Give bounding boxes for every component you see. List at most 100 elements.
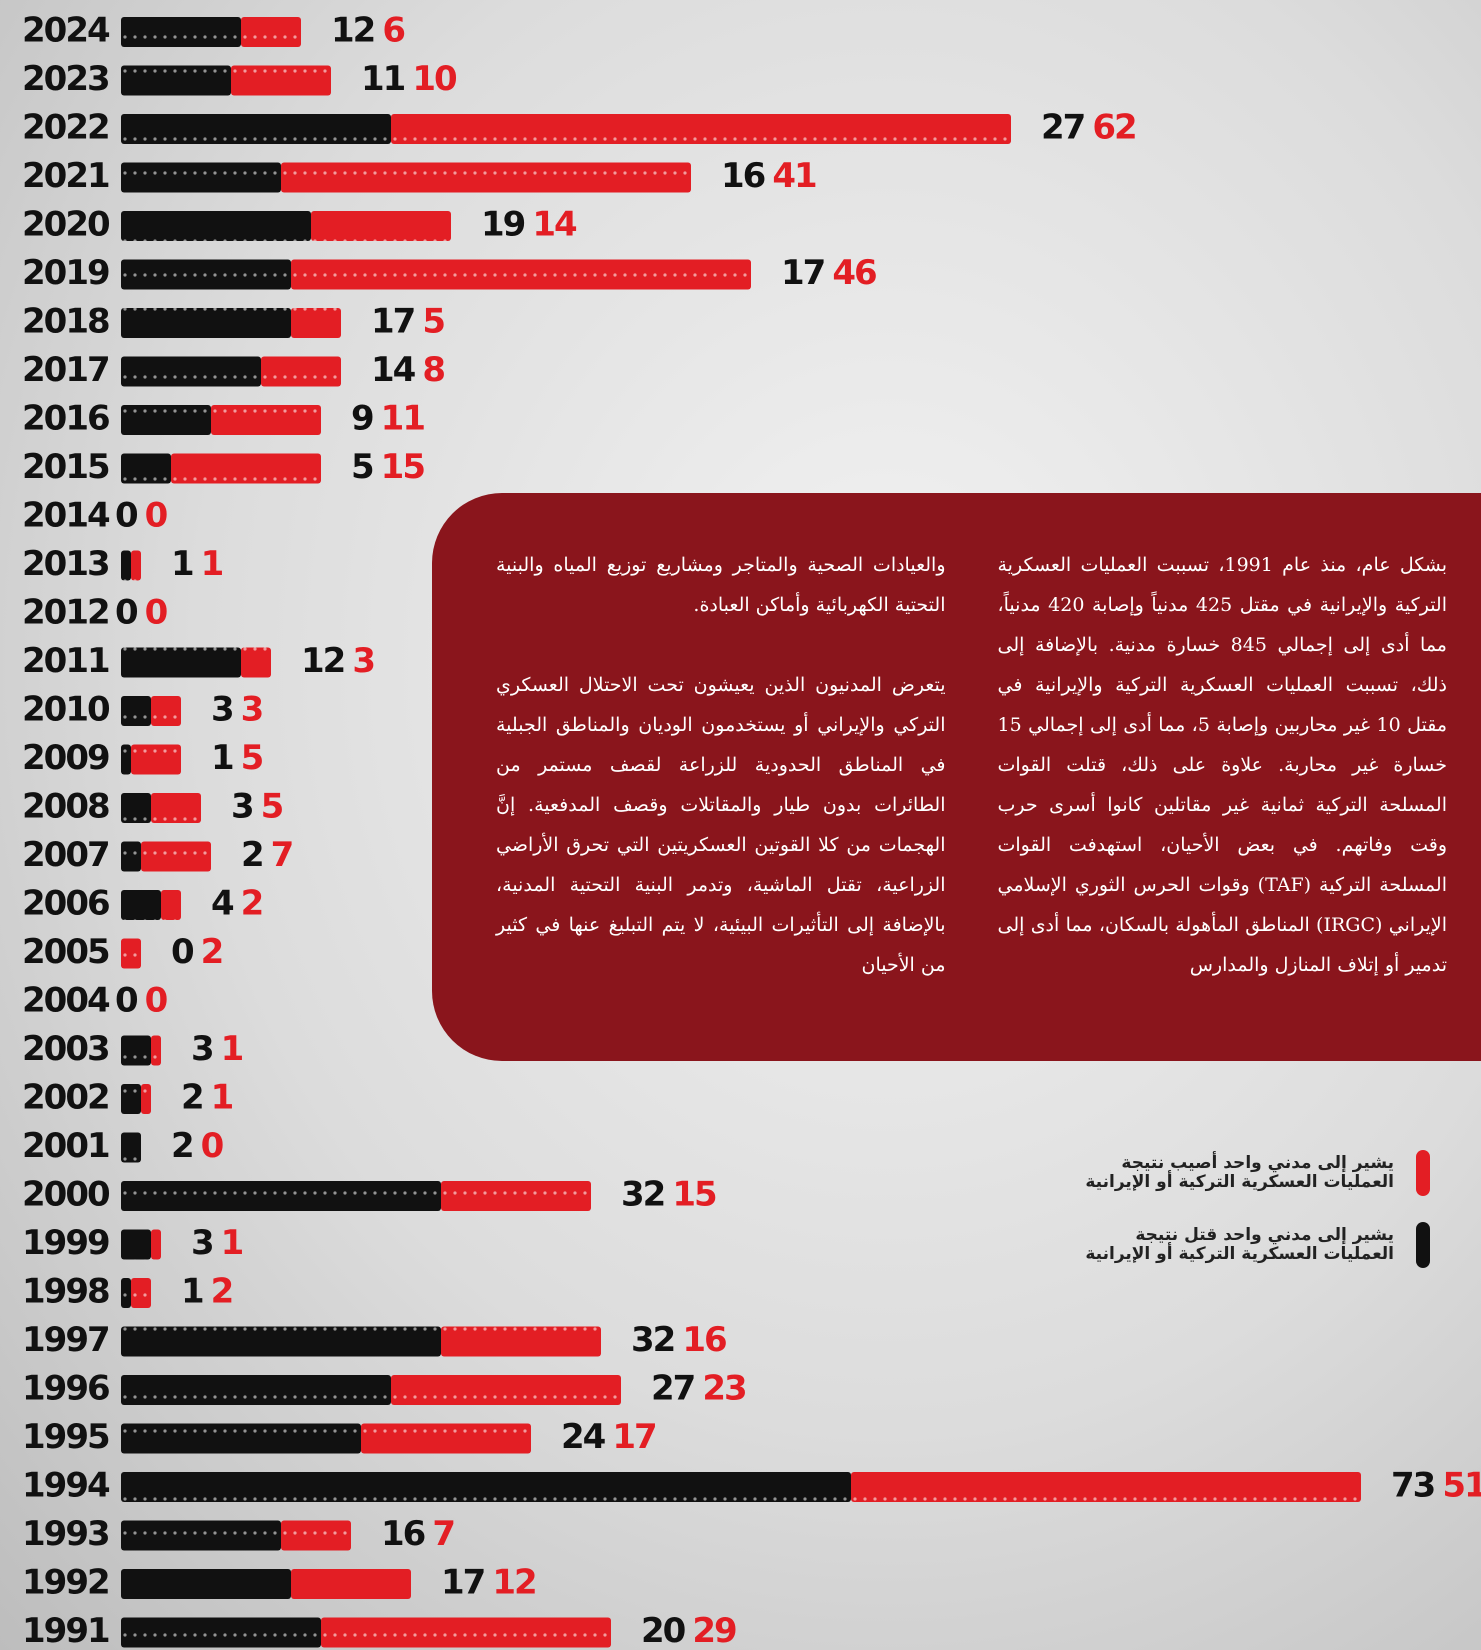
bar-texture	[121, 1618, 321, 1648]
data-label: 14	[532, 205, 577, 245]
bar-texture	[281, 163, 691, 193]
y-tick-label: 2012	[22, 593, 109, 633]
bar-texture	[121, 454, 171, 484]
data-label: 3	[191, 1223, 213, 1263]
y-tick-label: 2023	[22, 59, 109, 99]
data-label: 15	[672, 1175, 716, 1215]
bar-texture	[291, 308, 341, 338]
data-label: 12	[301, 641, 344, 681]
data-label: 1	[221, 1029, 243, 1069]
data-label: 1	[181, 1272, 203, 1312]
bar-texture	[121, 1084, 141, 1114]
bar-texture	[121, 66, 231, 96]
y-tick-label: 2019	[22, 253, 109, 293]
bar-texture	[121, 890, 161, 920]
y-tick-label: 2022	[22, 108, 109, 148]
data-label: 14	[371, 350, 416, 390]
data-label: 12	[331, 11, 374, 51]
y-tick-label: 2013	[22, 544, 109, 584]
data-label: 0	[201, 1126, 224, 1166]
bar-texture	[441, 1327, 601, 1357]
bar-texture	[121, 260, 291, 290]
data-label: 29	[692, 1611, 736, 1650]
bar-texture	[231, 66, 331, 96]
bar-texture	[121, 405, 211, 435]
data-label: 2	[241, 884, 263, 924]
bar-texture	[131, 551, 141, 581]
data-label: 2	[181, 1078, 203, 1118]
data-label: 3	[352, 641, 374, 681]
data-label: 1	[211, 738, 233, 778]
data-label: 15	[381, 447, 425, 487]
data-label: 1	[221, 1223, 243, 1263]
bar-texture	[261, 357, 341, 387]
y-tick-label: 1999	[22, 1223, 109, 1263]
data-label: 19	[481, 205, 525, 245]
text-column: والعيادات الصحية والمتاجر ومشاريع توزيع …	[496, 545, 946, 1025]
data-label: 11	[381, 399, 425, 439]
bar-texture	[121, 211, 311, 241]
data-label: 23	[702, 1369, 745, 1409]
legend-icon	[1416, 1150, 1430, 1196]
data-label: 3	[231, 787, 253, 827]
y-tick-label: 2020	[22, 205, 110, 245]
y-tick-label: 1998	[22, 1272, 109, 1312]
bar-texture	[121, 1569, 291, 1599]
data-label: 7	[432, 1514, 454, 1554]
y-tick-label: 1992	[22, 1563, 109, 1603]
data-label: 27	[1041, 108, 1084, 148]
legend-icon	[1416, 1222, 1430, 1268]
data-label: 2	[201, 932, 223, 972]
legend-label: يشير إلى مدني واحد قتل نتيجة العمليات ال…	[1074, 1226, 1394, 1264]
bar-texture	[361, 1424, 531, 1454]
data-label: 0	[145, 981, 168, 1021]
y-tick-label: 2008	[22, 787, 109, 827]
y-tick-label: 2017	[22, 350, 109, 390]
data-label: 27	[651, 1369, 694, 1409]
y-tick-label: 1997	[22, 1320, 109, 1360]
bar-texture	[121, 1472, 851, 1502]
data-label: 1	[211, 1078, 233, 1118]
data-label: 5	[241, 738, 263, 778]
bar-texture	[141, 842, 211, 872]
bar-texture	[121, 745, 131, 775]
paragraph: بشكل عام، منذ عام 1991، تسببت العمليات ا…	[998, 545, 1448, 985]
bar-texture	[241, 17, 301, 47]
data-label: 51	[1442, 1466, 1481, 1506]
y-tick-label: 2011	[22, 641, 109, 681]
bar-texture	[311, 211, 451, 241]
data-label: 41	[772, 156, 816, 196]
y-tick-label: 2018	[22, 302, 109, 342]
legend-label: يشير إلى مدني واحد أصيب نتيجة العمليات ا…	[1074, 1154, 1394, 1192]
bar-texture	[121, 357, 261, 387]
bar-texture	[161, 890, 181, 920]
y-tick-label: 2005	[22, 932, 109, 972]
y-tick-label: 1994	[22, 1466, 110, 1506]
y-tick-label: 1996	[22, 1369, 109, 1409]
bar-texture	[291, 260, 751, 290]
data-label: 17	[612, 1417, 655, 1457]
bar-texture	[211, 405, 321, 435]
data-label: 0	[115, 496, 138, 536]
bar-texture	[151, 793, 201, 823]
data-label: 0	[115, 981, 138, 1021]
bar-texture	[241, 648, 271, 678]
bar-texture	[121, 114, 391, 144]
page: {"chart_data": {"type": "bar", "orientat…	[0, 0, 1481, 1650]
bar-texture	[121, 1230, 151, 1260]
bar-texture	[121, 1424, 361, 1454]
paragraph: يتعرض المدنيون الذين يعيشون تحت الاحتلال…	[496, 665, 946, 985]
data-label: 4	[211, 884, 234, 924]
y-tick-label: 2000	[22, 1175, 110, 1215]
legend: يشير إلى مدني واحد أصيب نتيجة العمليات ا…	[1010, 1150, 1430, 1294]
data-label: 2	[211, 1272, 233, 1312]
bar-texture	[121, 648, 241, 678]
data-label: 5	[422, 302, 444, 342]
bar-texture	[121, 1375, 391, 1405]
data-label: 6	[382, 11, 404, 51]
data-label: 20	[641, 1611, 686, 1650]
bar-texture	[391, 114, 1011, 144]
data-label: 0	[115, 593, 138, 633]
data-label: 5	[261, 787, 283, 827]
bar-texture	[131, 745, 181, 775]
